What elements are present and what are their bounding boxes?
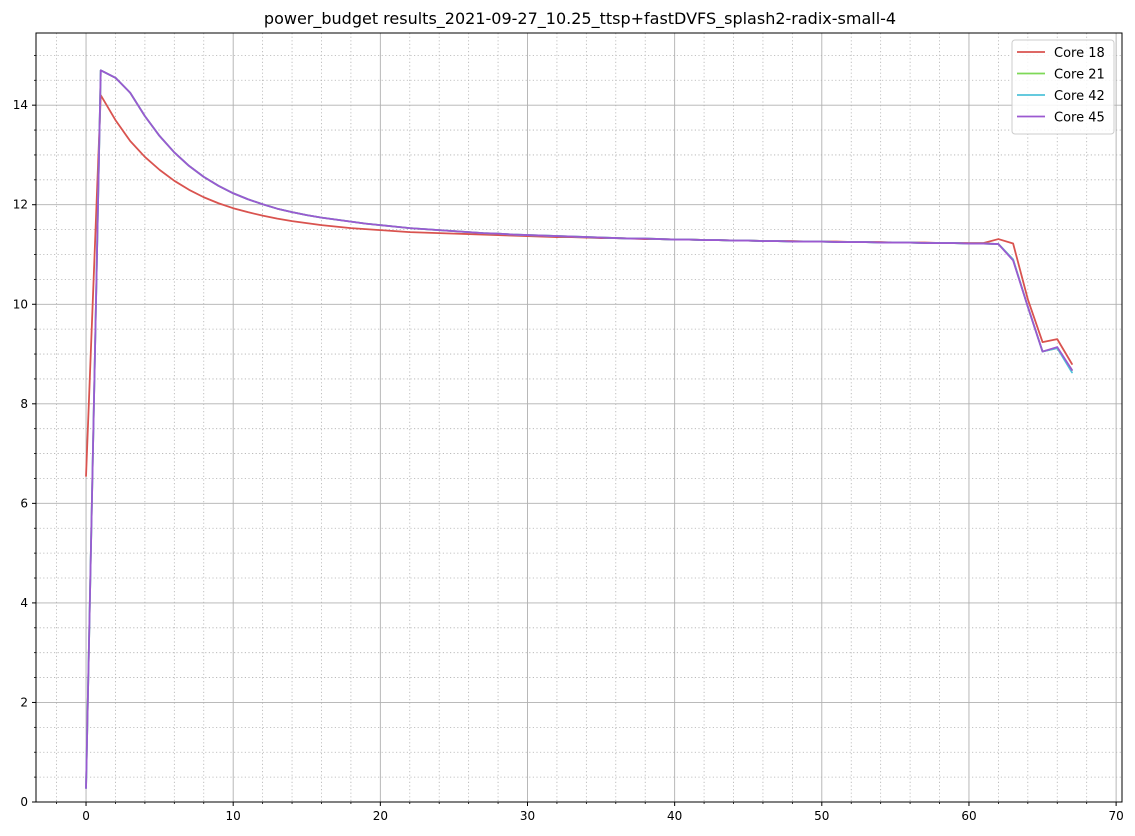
legend-label: Core 42 [1054,89,1105,104]
y-tick-label: 0 [20,795,28,809]
chart-title: power_budget results_2021-09-27_10.25_tt… [264,9,896,29]
legend-box [1011,39,1115,135]
y-tick-label: 8 [20,397,28,411]
legend: Core 18 Core 21 Core 42 Core 45 [1011,39,1115,135]
x-tick-label: 60 [961,809,976,823]
series-lines [85,69,1073,789]
x-tick-label: 10 [226,809,241,823]
y-tick-label: 10 [13,297,28,311]
legend-label: Core 21 [1054,68,1105,83]
legend-label: Core 18 [1054,46,1105,61]
legend-label: Core 45 [1054,111,1105,126]
y-tick-label: 12 [13,198,28,212]
y-tick-label: 2 [20,695,28,709]
x-tick-label: 70 [1108,809,1123,823]
x-tick-label: 30 [520,809,535,823]
x-axis: 0 10 20 30 40 50 60 70 [56,802,1124,823]
x-tick-label: 50 [814,809,829,823]
minor-gridlines [36,33,1122,802]
x-tick-label: 20 [373,809,388,823]
series-line-core-45 [85,69,1073,789]
y-axis: 0 2 4 6 8 10 12 14 [13,54,36,809]
x-tick-label: 40 [667,809,682,823]
y-tick-label: 6 [20,496,28,510]
y-tick-label: 4 [20,596,28,610]
plot-frame [35,32,1123,803]
y-tick-label: 14 [13,98,28,112]
x-tick-label: 0 [82,809,90,823]
